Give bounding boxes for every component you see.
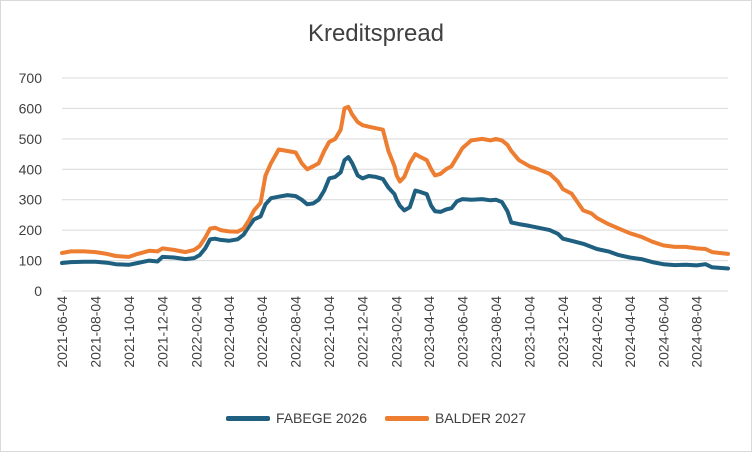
x-tick-label: 2022-02-04	[188, 296, 204, 368]
legend: FABEGE 2026 BALDER 2027	[0, 410, 752, 426]
y-tick-label: 500	[19, 131, 43, 147]
x-tick-label: 2022-04-04	[221, 296, 237, 368]
y-tick-label: 100	[19, 253, 43, 269]
legend-label-fabege: FABEGE 2026	[275, 410, 367, 426]
x-tick-label: 2021-10-04	[121, 296, 137, 368]
y-tick-label: 200	[19, 222, 43, 238]
y-tick-label: 300	[19, 192, 43, 208]
y-tick-label: 400	[19, 161, 43, 177]
x-tick-label: 2024-08-04	[689, 296, 705, 368]
x-axis-ticks: 2021-06-04 2021-08-04 2021-10-04 2021-12-04…	[54, 296, 705, 368]
series-lines	[60, 104, 730, 271]
x-tick-label: 2022-08-04	[288, 296, 304, 368]
legend-item-fabege: FABEGE 2026	[225, 410, 367, 426]
series-line-fabege-2026	[60, 155, 730, 271]
x-tick-label: 2022-10-04	[321, 296, 337, 368]
legend-swatch-fabege	[225, 415, 270, 421]
x-tick-label: 2023-06-04	[454, 296, 470, 368]
x-tick-label: 2023-12-04	[555, 296, 571, 368]
x-tick-label: 2021-08-04	[87, 296, 103, 368]
chart-title: Kreditspread	[307, 20, 445, 47]
legend-label-balder: BALDER 2027	[435, 410, 527, 426]
x-tick-label: 2023-02-04	[389, 296, 405, 368]
x-tick-label: 2021-06-04	[54, 296, 70, 368]
x-tick-label: 2024-06-04	[655, 296, 671, 368]
x-tick-label: 2023-08-04	[488, 296, 504, 368]
y-tick-label: 700	[19, 70, 43, 86]
gridlines	[62, 77, 728, 292]
y-tick-label: 0	[34, 283, 42, 299]
legend-item-balder: BALDER 2027	[385, 410, 526, 426]
x-tick-label: 2023-04-04	[421, 296, 437, 368]
y-tick-label: 600	[19, 100, 43, 116]
legend-swatch-balder	[385, 415, 429, 421]
x-tick-label: 2022-06-04	[254, 296, 270, 368]
x-tick-label: 2023-10-04	[521, 296, 537, 368]
x-tick-label: 2021-12-04	[154, 296, 170, 368]
x-tick-label: 2024-04-04	[622, 296, 638, 368]
x-tick-label: 2024-02-04	[589, 296, 605, 368]
series-line-balder-2027	[60, 104, 730, 259]
y-axis-ticks: 0 100 200 300 400 500 600 700	[19, 70, 43, 299]
x-tick-label: 2022-12-04	[355, 296, 371, 368]
